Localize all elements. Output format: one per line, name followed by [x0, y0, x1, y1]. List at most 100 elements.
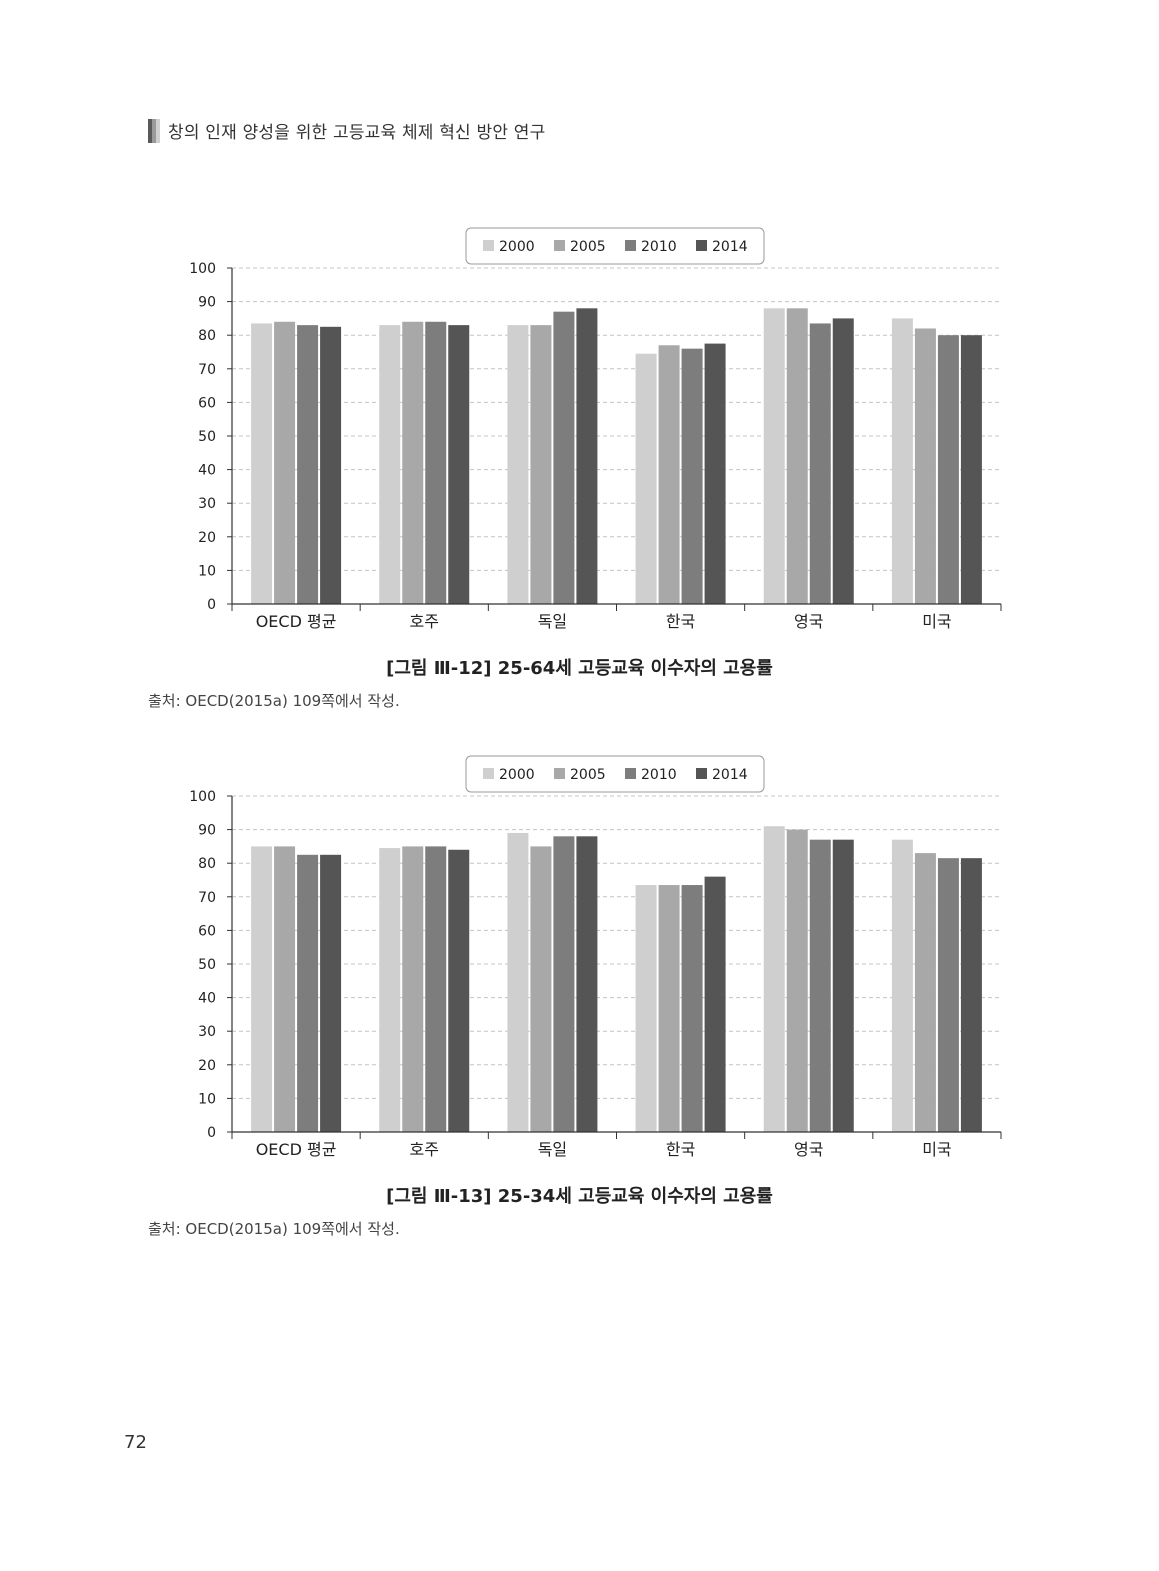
bar	[763, 826, 785, 1132]
bar	[704, 876, 726, 1132]
x-category-label: OECD 평균	[256, 612, 337, 631]
x-category-label: 한국	[666, 612, 695, 631]
figure-source-note: 출처: OECD(2015a) 109쪽에서 작성.	[148, 1220, 400, 1238]
bar	[704, 343, 726, 604]
legend-label: 2010	[641, 239, 677, 255]
y-tick-label: 10	[198, 563, 216, 579]
chart-legend: 2000 2005 2010 2014	[465, 227, 765, 265]
y-tick-label: 0	[207, 1125, 216, 1141]
figure-employment-25-34: 2000 2005 2010 2014 0 10 20 30 40 50 60 70 80 90 100 OE…	[0, 752, 1159, 1207]
y-tick-label: 50	[198, 429, 216, 445]
x-category-label: 미국	[922, 1140, 951, 1159]
legend-box	[465, 227, 765, 265]
legend-label: 2014	[712, 767, 748, 783]
bar	[251, 846, 273, 1132]
bar	[891, 318, 913, 604]
bar	[658, 345, 680, 604]
bar	[809, 839, 831, 1132]
x-category-label: 미국	[922, 612, 951, 631]
bar	[297, 854, 319, 1132]
bar	[507, 325, 529, 604]
chart-legend: 2000 2005 2010 2014	[465, 755, 765, 793]
legend-swatch	[554, 240, 565, 251]
x-category-label: 호주	[410, 1140, 439, 1159]
bar	[425, 321, 447, 604]
y-tick-label: 70	[198, 362, 216, 378]
bar	[960, 335, 982, 604]
bar	[937, 858, 959, 1132]
y-tick-label: 30	[198, 1024, 216, 1040]
x-category-label: 영국	[794, 612, 823, 631]
bar	[635, 353, 657, 604]
y-tick-label: 50	[198, 957, 216, 973]
y-tick-label: 60	[198, 395, 216, 411]
legend-label: 2010	[641, 767, 677, 783]
y-tick-label: 40	[198, 463, 216, 479]
y-tick-label: 90	[198, 295, 216, 311]
legend-swatch	[696, 768, 707, 779]
bar	[576, 308, 598, 604]
bar	[937, 335, 959, 604]
running-head-title: 창의 인재 양성을 위한 고등교육 체제 혁신 방안 연구	[168, 123, 546, 143]
bar	[786, 308, 808, 604]
bar	[832, 839, 854, 1132]
x-category-label: 한국	[666, 1140, 695, 1159]
bar	[658, 885, 680, 1132]
legend-swatch	[554, 768, 565, 779]
figure-employment-25-64: 2000 2005 2010 2014 0 10 20 30 40 50 60 70 80 90 100 OE…	[0, 224, 1159, 679]
running-head: 창의 인재 양성을 위한 고등교육 체제 혁신 방안 연구	[148, 118, 545, 143]
bar	[425, 846, 447, 1132]
bar	[379, 325, 401, 604]
bar	[960, 858, 982, 1132]
bar	[274, 846, 296, 1132]
bar	[297, 325, 319, 604]
bar	[530, 325, 552, 604]
figure-caption: [그림 Ⅲ-12] 25-64세 고등교육 이수자의 고용률	[386, 658, 773, 679]
bar	[402, 321, 424, 604]
bar	[553, 836, 575, 1132]
legend-swatch	[483, 768, 494, 779]
x-category-label: 독일	[538, 612, 567, 631]
bar-chart-25-64: 2000 2005 2010 2014 0 10 20 30 40 50 60 70 80 90 100 OE…	[189, 227, 1002, 631]
bar	[914, 328, 936, 604]
y-tick-label: 0	[207, 597, 216, 613]
bar	[891, 839, 913, 1132]
bar	[448, 849, 470, 1132]
y-tick-label: 100	[189, 261, 216, 277]
y-tick-label: 40	[198, 991, 216, 1007]
y-tick-label: 100	[189, 789, 216, 805]
legend-label: 2014	[712, 239, 748, 255]
bar	[786, 829, 808, 1132]
bar	[448, 325, 470, 604]
y-tick-label: 20	[198, 1058, 216, 1074]
x-category-label: 영국	[794, 1140, 823, 1159]
bar	[681, 885, 703, 1132]
legend-box	[465, 755, 765, 793]
figure-caption: [그림 Ⅲ-13] 25-34세 고등교육 이수자의 고용률	[386, 1186, 773, 1207]
legend-label: 2005	[570, 767, 606, 783]
bar	[320, 326, 342, 604]
legend-label: 2000	[499, 239, 535, 255]
bar	[320, 854, 342, 1132]
y-tick-label: 70	[198, 890, 216, 906]
legend-swatch	[483, 240, 494, 251]
x-category-label: 호주	[410, 612, 439, 631]
figure-source-note: 출처: OECD(2015a) 109쪽에서 작성.	[148, 692, 400, 710]
x-category-label: OECD 평균	[256, 1140, 337, 1159]
x-category-label: 독일	[538, 1140, 567, 1159]
bar	[681, 348, 703, 604]
legend-label: 2000	[499, 767, 535, 783]
y-tick-label: 10	[198, 1091, 216, 1107]
bar	[576, 836, 598, 1132]
bar	[832, 318, 854, 604]
bar	[763, 308, 785, 604]
legend-swatch	[625, 768, 636, 779]
bar	[553, 311, 575, 604]
bar	[507, 832, 529, 1132]
bar	[379, 848, 401, 1132]
bar	[274, 321, 296, 604]
bar	[635, 885, 657, 1132]
bar	[251, 323, 273, 604]
y-tick-label: 90	[198, 823, 216, 839]
bar-chart-25-34: 2000 2005 2010 2014 0 10 20 30 40 50 60 70 80 90 100 OE…	[189, 755, 1002, 1159]
